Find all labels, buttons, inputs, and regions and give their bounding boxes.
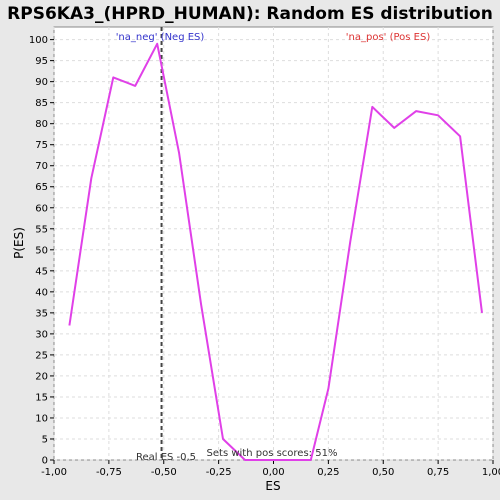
y-tick-label: 95 [35, 56, 48, 67]
neg-es-label: 'na_neg' (Neg ES) [116, 32, 205, 43]
y-tick-label: 90 [35, 77, 48, 88]
x-tick-label: 1,00 [482, 467, 500, 478]
x-tick-label: -1,00 [41, 467, 67, 478]
y-tick-label: 45 [35, 266, 48, 277]
x-tick-label: 0,00 [262, 467, 284, 478]
y-tick-label: 55 [35, 224, 48, 235]
x-tick-label: -0,25 [206, 467, 232, 478]
y-tick-label: 15 [35, 392, 48, 403]
y-tick-label: 100 [29, 35, 48, 46]
x-tick-label: -0,50 [151, 467, 177, 478]
es-distribution-line [68, 42, 483, 461]
sets-pos-scores-label: Sets with pos scores: 51% [207, 448, 338, 459]
y-tick-label: 70 [35, 161, 48, 172]
y-tick-label: 20 [35, 371, 48, 382]
chart-title: RPS6KA3_(HPRD_HUMAN): Random ES distribu… [7, 4, 493, 24]
y-tick-label: 75 [35, 140, 48, 151]
y-tick-label: 5 [42, 434, 48, 445]
x-tick-label: -0,75 [96, 467, 122, 478]
real-es-label: Real ES -0,5 [136, 452, 196, 463]
y-tick-label: 10 [35, 413, 48, 424]
es-distribution-series [68, 42, 483, 461]
y-tick-label: 0 [42, 456, 48, 467]
x-tick-label: 0,50 [372, 467, 394, 478]
x-tick-label: 0,75 [427, 467, 449, 478]
y-tick-label: 50 [35, 245, 48, 256]
y-axis-label: P(ES) [12, 227, 26, 259]
x-axis: -1,00 -0,75 -0,50 -0,25 0,00 0,25 0,50 0,75 1,00 [41, 460, 500, 478]
y-tick-label: 35 [35, 308, 48, 319]
y-tick-label: 60 [35, 203, 48, 214]
y-tick-label: 80 [35, 119, 48, 130]
x-axis-label: ES [265, 479, 280, 493]
y-axis: 0 5 10 15 20 25 30 35 40 45 50 55 60 65 70 75 80 85 90 95 10… [29, 35, 54, 467]
y-tick-label: 65 [35, 182, 48, 193]
pos-es-label: 'na_pos' (Pos ES) [346, 32, 431, 43]
y-tick-label: 40 [35, 287, 48, 298]
y-tick-label: 30 [35, 329, 48, 340]
y-tick-label: 25 [35, 350, 48, 361]
y-tick-label: 85 [35, 98, 48, 109]
x-tick-label: 0,25 [317, 467, 339, 478]
